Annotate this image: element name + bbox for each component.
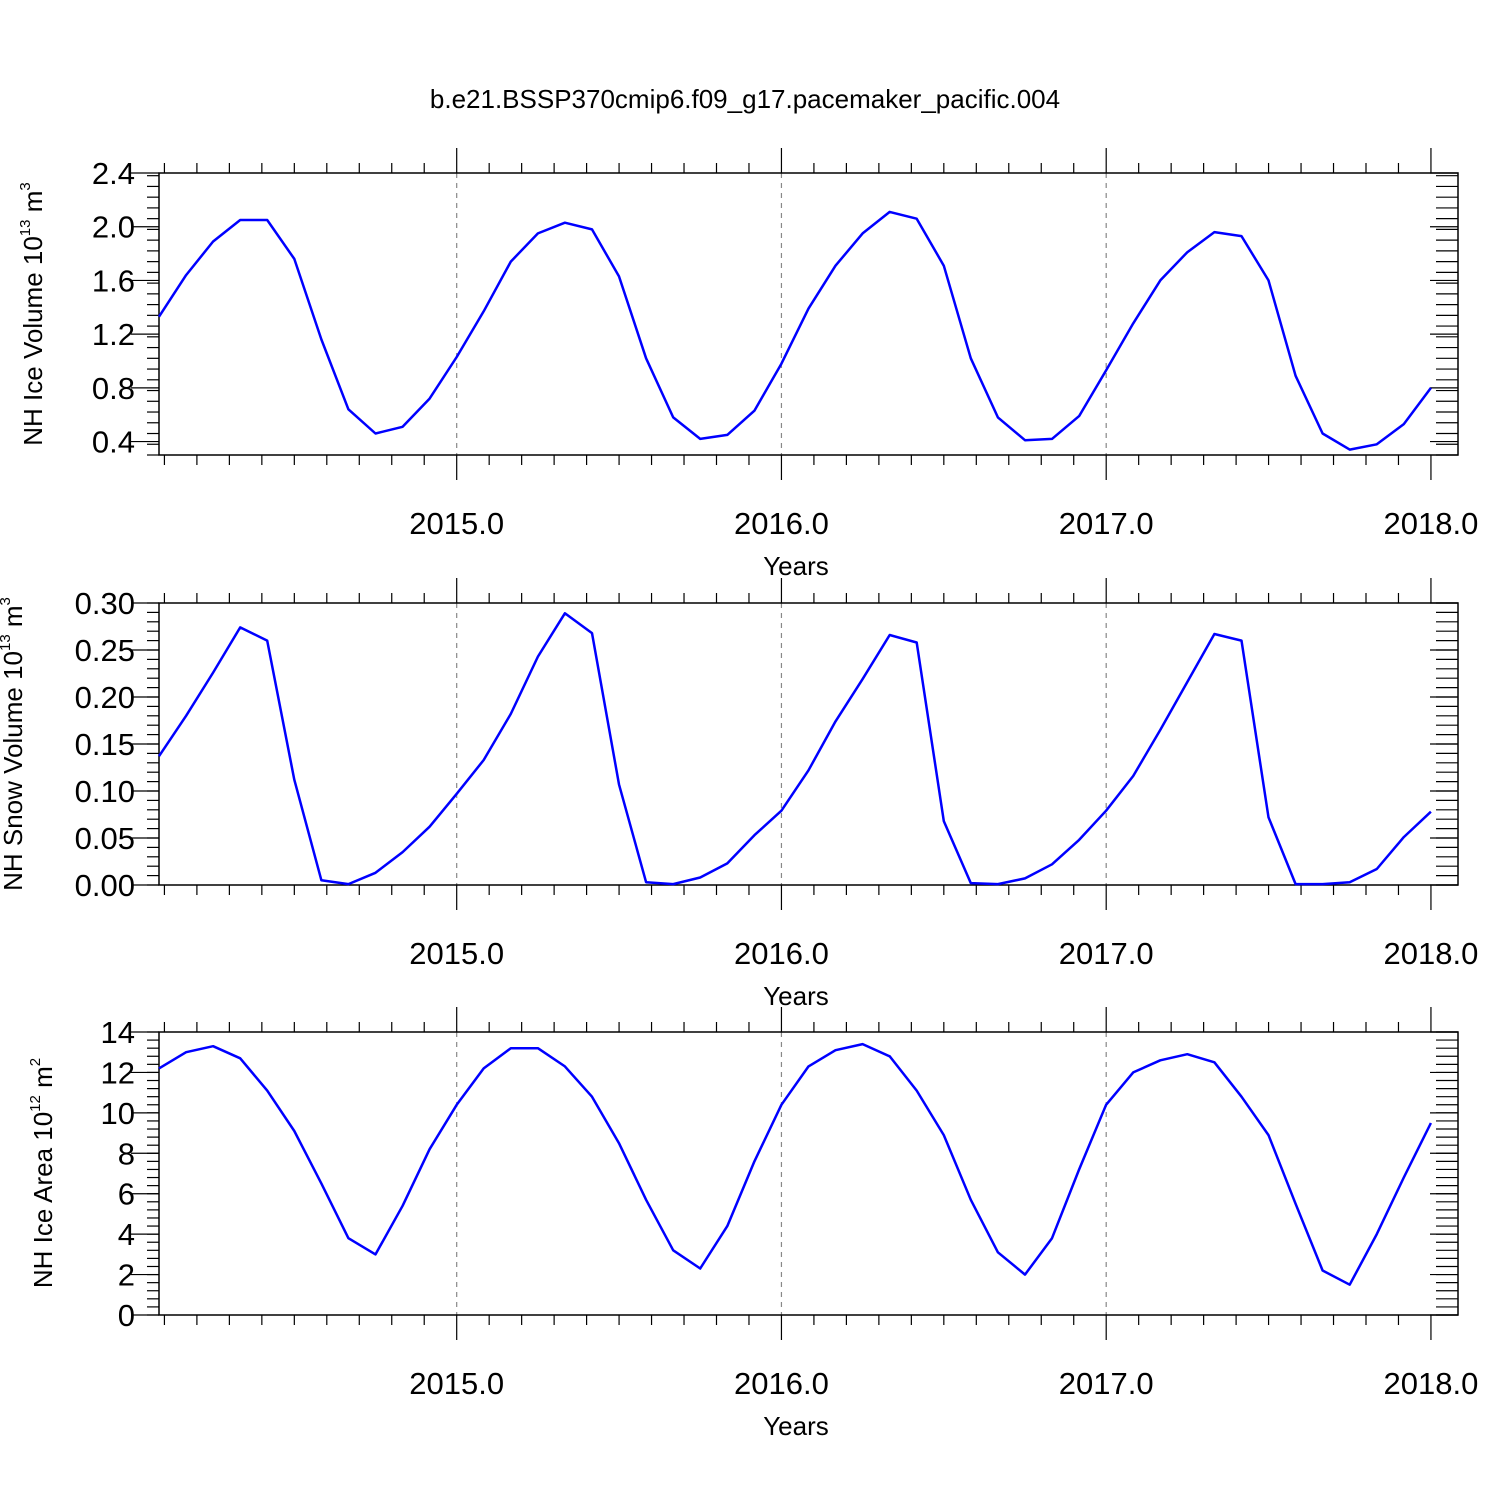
x-tick-label: 2017.0 — [1059, 936, 1154, 971]
panel-2: 2015.0 2016.0 2017.0 2018.0 Years 0.00 0.05 0.1… — [0, 578, 1478, 1011]
y-tick-label: 8 — [118, 1136, 135, 1171]
y-axis-label: NH Ice Area 1012 m2 — [27, 1058, 58, 1288]
x-tick-label: 2016.0 — [734, 936, 829, 971]
x-axis-label: Years — [763, 1411, 829, 1441]
y-tick-label: 2.4 — [92, 156, 135, 191]
y-tick-label: 0.00 — [75, 868, 135, 903]
x-tick-label: 2015.0 — [409, 936, 504, 971]
x-tick-label: 2017.0 — [1059, 506, 1154, 541]
y-tick-label: 1.6 — [92, 263, 135, 298]
y-axis-label: NH Ice Volume 1013 m3 — [17, 182, 48, 445]
x-tick-label: 2015.0 — [409, 1366, 504, 1401]
y-tick-label: 0.15 — [75, 727, 135, 762]
y-tick-label: 0.05 — [75, 821, 135, 856]
x-axis-label: Years — [763, 981, 829, 1011]
y-tick-label: 0 — [118, 1298, 135, 1333]
x-tick-label: 2018.0 — [1384, 1366, 1479, 1401]
y-tick-label: 10 — [101, 1096, 135, 1131]
x-tick-label: 2018.0 — [1384, 936, 1479, 971]
y-tick-label: 2.0 — [92, 210, 135, 245]
y-axis-label: NH Snow Volume 1013 m3 — [0, 597, 28, 891]
panel-1: 2015.0 2016.0 2017.0 2018.0 Years 0.4 0.8 1.2 1.… — [17, 148, 1478, 581]
chart-title: b.e21.BSSP370cmip6.f09_g17.pacemaker_pac… — [430, 84, 1060, 114]
panels-group: 2015.0 2016.0 2017.0 2018.0 Years 0.4 0.8 1.2 1.… — [0, 148, 1478, 1441]
x-tick-label: 2016.0 — [734, 506, 829, 541]
y-tick-label: 0.8 — [92, 371, 135, 406]
y-tick-label: 4 — [118, 1217, 135, 1252]
series-line — [157, 612, 1432, 886]
x-tick-label: 2017.0 — [1059, 1366, 1154, 1401]
plot-frame — [158, 172, 1459, 456]
series-line — [157, 210, 1432, 451]
y-tick-label: 0.10 — [75, 774, 135, 809]
plot-frame — [158, 1031, 1459, 1316]
y-tick-label: 1.2 — [92, 317, 135, 352]
y-tick-label: 6 — [118, 1177, 135, 1212]
y-tick-label: 2 — [118, 1258, 135, 1293]
x-tick-label: 2016.0 — [734, 1366, 829, 1401]
y-tick-label: 14 — [101, 1015, 135, 1050]
series-line — [158, 1042, 1433, 1286]
y-tick-label: 12 — [101, 1055, 135, 1090]
panel-3: 2015.0 2016.0 2017.0 2018.0 Years 0 2 4 6 8 10 12 14… — [27, 1007, 1478, 1441]
x-tick-label: 2018.0 — [1384, 506, 1479, 541]
y-tick-label: 0.20 — [75, 680, 135, 715]
y-tick-label: 0.25 — [75, 633, 135, 668]
y-tick-label: 0.30 — [75, 586, 135, 621]
x-tick-label: 2015.0 — [409, 506, 504, 541]
y-tick-label: 0.4 — [92, 425, 135, 460]
plot-frame — [158, 602, 1459, 886]
x-axis-label: Years — [763, 551, 829, 581]
